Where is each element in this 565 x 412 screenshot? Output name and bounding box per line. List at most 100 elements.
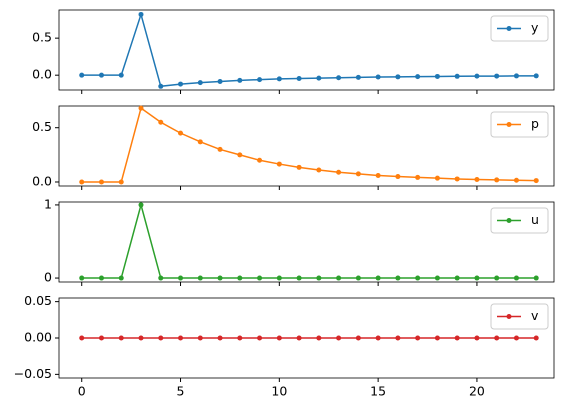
point (494, 73, 500, 79)
point (276, 335, 282, 341)
point (138, 11, 144, 17)
point (79, 275, 85, 281)
point (217, 78, 223, 84)
point (197, 275, 203, 281)
point (237, 152, 243, 158)
point (178, 335, 184, 341)
point (415, 335, 421, 341)
point (296, 164, 302, 170)
point (158, 83, 164, 89)
point (257, 275, 263, 281)
point (118, 72, 124, 78)
point (138, 335, 144, 341)
point (474, 275, 480, 281)
legend-marker (506, 26, 512, 31)
point (375, 74, 381, 80)
point (474, 176, 480, 182)
point (434, 175, 440, 181)
point (138, 105, 144, 111)
point (217, 335, 223, 341)
point (237, 335, 243, 341)
point (197, 80, 203, 86)
point (79, 72, 85, 78)
point (513, 275, 519, 281)
y-tick-label: 0.0 (32, 67, 52, 82)
point (237, 275, 243, 281)
point (98, 179, 104, 185)
point (533, 178, 539, 184)
point (336, 335, 342, 341)
x-tick-label: 15 (370, 384, 386, 399)
point (276, 76, 282, 82)
y-tick-label: −0.05 (14, 366, 52, 381)
point (375, 275, 381, 281)
legend-label: y (531, 20, 539, 35)
y-tick-label: 1 (44, 196, 52, 211)
point (355, 171, 361, 177)
point (336, 75, 342, 81)
point (98, 275, 104, 281)
point (257, 77, 263, 83)
y-tick-label: 0.05 (24, 293, 52, 308)
point (79, 335, 85, 341)
point (454, 335, 460, 341)
point (454, 275, 460, 281)
point (494, 177, 500, 183)
point (276, 161, 282, 167)
point (474, 73, 480, 79)
point (316, 167, 322, 173)
point (395, 74, 401, 80)
point (118, 335, 124, 341)
legend-marker (506, 314, 512, 319)
point (276, 275, 282, 281)
series-line (81, 11, 537, 88)
point (415, 275, 421, 281)
point (355, 74, 361, 80)
point (474, 335, 480, 341)
point (217, 275, 223, 281)
point (355, 275, 361, 281)
point (395, 335, 401, 341)
axes-frame (58, 201, 555, 283)
legend-marker (506, 122, 512, 127)
point (513, 177, 519, 183)
point (118, 275, 124, 281)
series-line (81, 106, 537, 183)
point (296, 335, 302, 341)
x-tick-label: 0 (78, 384, 86, 399)
x-tick-label: 20 (469, 384, 485, 399)
point (316, 335, 322, 341)
point (434, 335, 440, 341)
point (178, 130, 184, 136)
legend-marker (506, 218, 512, 223)
x-tick-label: 10 (271, 384, 287, 399)
point (533, 275, 539, 281)
point (395, 275, 401, 281)
point (513, 335, 519, 341)
axes-frame (58, 297, 555, 379)
axes-frame (58, 9, 555, 91)
point (257, 335, 263, 341)
point (296, 76, 302, 82)
point (138, 202, 144, 208)
point (217, 146, 223, 152)
y-tick-label: 0.0 (32, 173, 52, 188)
point (434, 73, 440, 79)
point (533, 335, 539, 341)
point (434, 275, 440, 281)
point (316, 75, 322, 81)
point (257, 157, 263, 163)
legend-label: p (531, 116, 539, 131)
point (533, 73, 539, 79)
point (158, 335, 164, 341)
point (296, 275, 302, 281)
point (415, 174, 421, 180)
point (316, 275, 322, 281)
point (79, 179, 85, 185)
point (336, 169, 342, 175)
point (375, 172, 381, 178)
x-tick-label: 5 (177, 384, 185, 399)
point (415, 74, 421, 80)
point (494, 275, 500, 281)
